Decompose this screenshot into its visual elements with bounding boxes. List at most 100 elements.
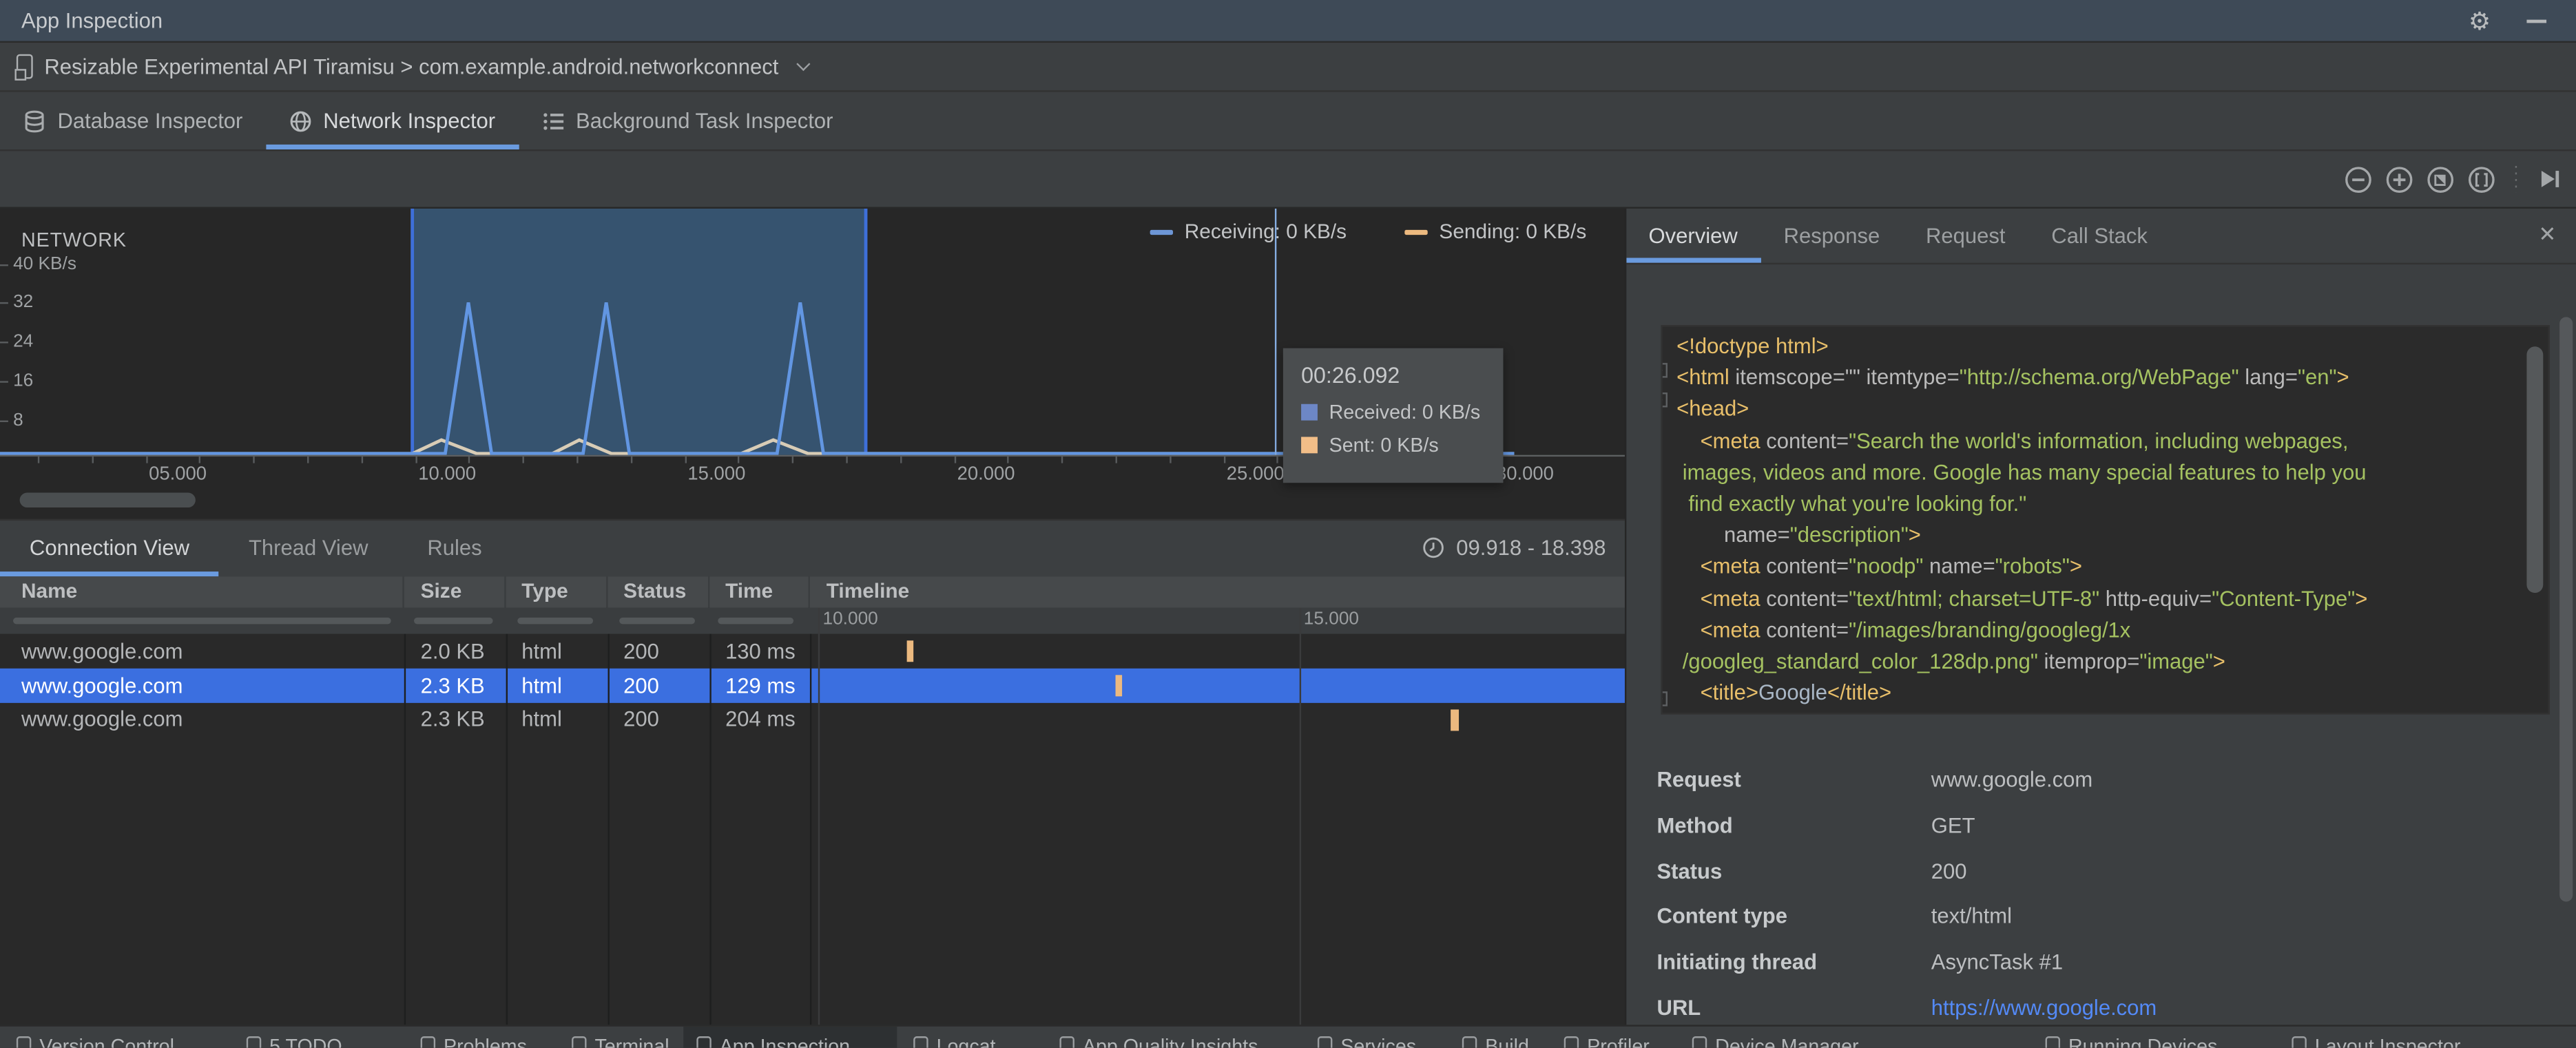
tab-database-inspector[interactable]: Database Inspector bbox=[0, 92, 266, 149]
code-line: name="description"> bbox=[1724, 523, 1921, 547]
x-tick-label: 20.000 bbox=[957, 465, 1015, 485]
chart-tooltip: 00:26.092 Received: 0 KB/s Sent: 0 KB/s bbox=[1282, 347, 1504, 483]
detail-value: AsyncTask #1 bbox=[1931, 949, 2064, 974]
minimize-icon[interactable] bbox=[2526, 19, 2547, 23]
cell-type: html bbox=[521, 673, 562, 698]
x-tick-mark bbox=[145, 455, 147, 463]
panel-scrollbar-thumb[interactable] bbox=[2558, 317, 2573, 902]
bottom-bar-item[interactable]: Layout Inspector bbox=[2292, 1035, 2460, 1048]
detail-value: www.google.com bbox=[1931, 767, 2093, 793]
tool-window-icon bbox=[1692, 1036, 1707, 1048]
col-size[interactable]: Size bbox=[404, 576, 506, 607]
process-selector[interactable]: Resizable Experimental API Tiramisu > co… bbox=[44, 54, 779, 79]
y-tick-label: 16 bbox=[13, 370, 34, 390]
detail-label: Request bbox=[1656, 767, 1741, 793]
y-tick-label: 40 KB/s bbox=[13, 253, 76, 274]
tab-response[interactable]: Response bbox=[1783, 223, 1880, 249]
col-status[interactable]: Status bbox=[607, 576, 709, 607]
go-live-icon[interactable] bbox=[2537, 166, 2563, 192]
bottom-bar-item[interactable]: Version Control bbox=[16, 1035, 174, 1048]
request-details-fields: Request www.google.com Method GET Status 200 C… bbox=[1656, 757, 2526, 1025]
tab-overview[interactable]: Overview bbox=[1625, 209, 1761, 263]
cell-status: 200 bbox=[623, 673, 659, 698]
bottom-bar-item[interactable]: Terminal bbox=[572, 1035, 669, 1048]
column-grip bbox=[718, 616, 794, 625]
cell-size: 2.3 KB bbox=[420, 706, 485, 732]
bottom-bar-item[interactable]: Running Devices bbox=[2045, 1035, 2217, 1048]
zoom-to-selection-icon[interactable] bbox=[2468, 165, 2496, 193]
code-line: <meta content="noodp" name="robots"> bbox=[1700, 554, 2083, 579]
code-scrollbar-thumb[interactable] bbox=[2526, 346, 2543, 594]
code-line: <meta content="text/html; charset=UTF-8"… bbox=[1700, 585, 2368, 611]
timeline-gridline bbox=[1298, 607, 1300, 1025]
code-fold-icon[interactable]: − bbox=[1661, 691, 1667, 706]
table-row[interactable]: www.google.com 2.3 KB html 200 129 ms bbox=[0, 668, 1624, 702]
col-timeline[interactable]: Timeline bbox=[810, 576, 1624, 607]
bottom-bar-item[interactable]: App Inspection bbox=[696, 1035, 850, 1048]
bottom-bar-item[interactable]: 5 TODO bbox=[246, 1035, 342, 1048]
zoom-out-icon[interactable] bbox=[2345, 165, 2373, 193]
column-grip bbox=[619, 616, 695, 625]
network-timeline-chart[interactable]: NETWORK 40 KB/s 32 24 16 8 Receiving: 0 KB/s… bbox=[0, 208, 1624, 454]
y-tick-mark bbox=[0, 419, 8, 421]
cell-status: 200 bbox=[623, 638, 659, 664]
tab-background-task-inspector[interactable]: Background Task Inspector bbox=[519, 92, 856, 149]
code-line: <script nonce="p4OZXBJIXBBwFl3DtS-vXw">(… bbox=[1676, 710, 2547, 713]
bottom-bar-item[interactable]: Problems bbox=[420, 1035, 527, 1048]
bottom-bar-item[interactable]: Logcat bbox=[913, 1035, 996, 1048]
x-tick-label: 10.000 bbox=[418, 465, 477, 485]
response-preview-code[interactable]: − − − <!doctype html> <html itemscope="" … bbox=[1660, 325, 2549, 715]
tooltip-time: 00:26.092 bbox=[1301, 361, 1400, 387]
tab-network-inspector[interactable]: Network Inspector bbox=[265, 92, 519, 150]
col-name[interactable]: Name bbox=[0, 576, 404, 607]
x-tick-mark bbox=[307, 455, 309, 463]
column-separator bbox=[709, 633, 711, 1025]
bottom-bar-item[interactable]: App Quality Insights bbox=[1059, 1035, 1258, 1048]
tab-thread-view[interactable]: Thread View bbox=[248, 536, 368, 560]
connection-details-pane: Overview Response Request Call Stack ✕ −… bbox=[1625, 208, 2576, 1025]
tab-request[interactable]: Request bbox=[1926, 223, 2006, 249]
bottom-bar-item[interactable]: Device Manager bbox=[1692, 1035, 1859, 1048]
tab-connection-view[interactable]: Connection View bbox=[0, 521, 220, 576]
code-line: images, videos and more. Google has many… bbox=[1676, 459, 2367, 485]
bottom-bar-item[interactable]: Services bbox=[1317, 1035, 1416, 1048]
detail-row: Method GET bbox=[1656, 803, 2526, 848]
timeline-scrollbar[interactable] bbox=[19, 492, 196, 508]
zoom-in-icon[interactable] bbox=[2385, 165, 2413, 193]
detail-label: Method bbox=[1656, 813, 1733, 838]
receiving-legend-swatch bbox=[1150, 229, 1174, 234]
reset-zoom-icon[interactable] bbox=[2427, 165, 2455, 193]
tool-window-icon bbox=[913, 1036, 928, 1048]
bottom-bar-item[interactable]: Profiler bbox=[1564, 1035, 1650, 1048]
detail-value: 200 bbox=[1931, 858, 1967, 883]
x-tick-mark bbox=[37, 455, 40, 463]
detail-label: Content type bbox=[1656, 903, 1787, 929]
tab-call-stack[interactable]: Call Stack bbox=[2051, 223, 2148, 249]
table-row[interactable]: www.google.com 2.3 KB html 200 204 ms bbox=[0, 702, 1624, 737]
code-fold-icon[interactable]: − bbox=[1661, 363, 1667, 378]
code-fold-icon[interactable]: − bbox=[1661, 392, 1667, 408]
tool-window-icon bbox=[1059, 1036, 1074, 1048]
legend-label: Sending: 0 KB/s bbox=[1439, 220, 1587, 244]
network-inspector-pane: NETWORK 40 KB/s 32 24 16 8 Receiving: 0 KB/s… bbox=[0, 208, 1626, 1025]
col-type[interactable]: Type bbox=[505, 576, 607, 607]
x-tick-mark bbox=[522, 455, 525, 463]
tab-rules[interactable]: Rules bbox=[427, 536, 482, 560]
x-tick-mark bbox=[361, 455, 363, 463]
tab-label: Network Inspector bbox=[323, 108, 496, 134]
cell-name: www.google.com bbox=[21, 706, 183, 732]
detail-label: Initiating thread bbox=[1656, 949, 1818, 974]
col-time[interactable]: Time bbox=[709, 576, 810, 607]
cell-type: html bbox=[521, 706, 562, 732]
timeline-gridline bbox=[818, 607, 820, 1025]
y-tick-mark bbox=[0, 263, 8, 266]
close-icon[interactable]: ✕ bbox=[2538, 222, 2557, 247]
bottom-bar-item[interactable]: Build bbox=[1462, 1035, 1529, 1048]
detail-value-link[interactable]: https://www.google.com bbox=[1931, 994, 2157, 1020]
chevron-down-icon[interactable] bbox=[796, 56, 811, 70]
gear-icon[interactable]: ⚙ bbox=[2468, 7, 2491, 36]
table-row[interactable]: www.google.com 2.0 KB html 200 130 ms bbox=[0, 634, 1624, 669]
connection-table-body: www.google.com 2.0 KB html 200 130 ms www.goo… bbox=[0, 607, 1624, 1025]
x-tick-label: 25.000 bbox=[1226, 465, 1285, 485]
